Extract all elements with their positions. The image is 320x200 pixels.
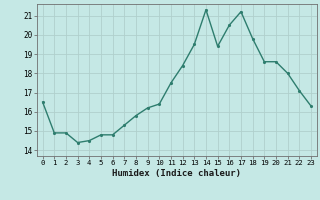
X-axis label: Humidex (Indice chaleur): Humidex (Indice chaleur) [112,169,241,178]
